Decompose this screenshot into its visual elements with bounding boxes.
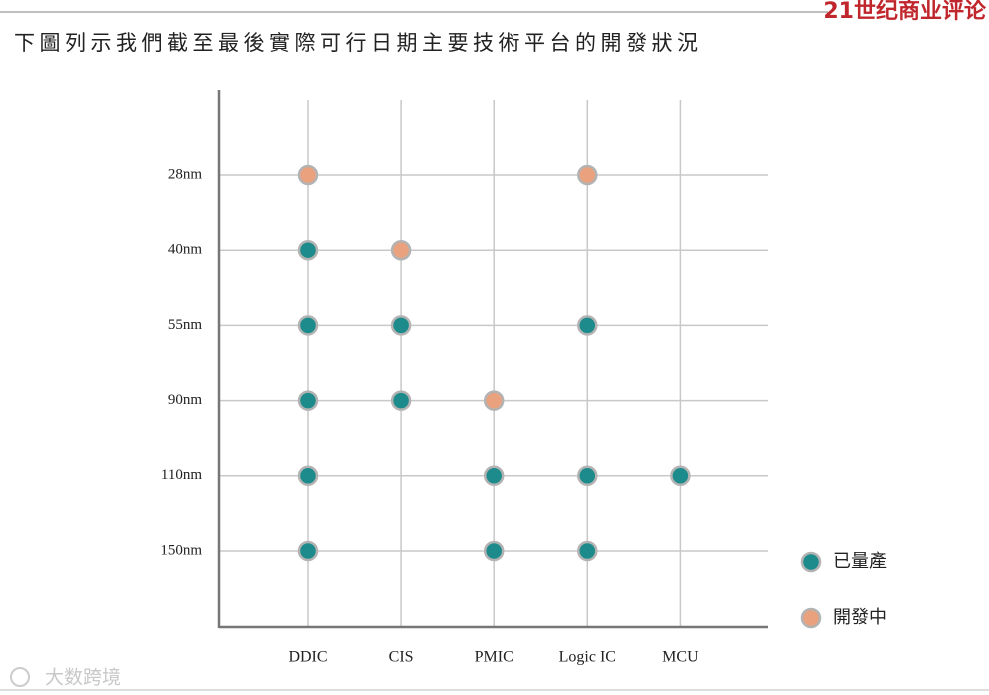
x-tick-label: PMIC: [475, 649, 514, 666]
dot: [483, 540, 505, 562]
legend-label: 開發中: [833, 607, 887, 628]
dot: [297, 390, 319, 411]
y-tick-label: 55nm: [168, 317, 203, 333]
x-tick-label: DDIC: [288, 649, 327, 666]
dot: [297, 540, 319, 562]
dot: [483, 465, 505, 487]
dot: [297, 465, 319, 487]
x-tick-label: Logic IC: [559, 649, 616, 666]
dot: [297, 239, 319, 261]
legend-marker: [800, 607, 822, 629]
dot: [390, 315, 412, 336]
brand-logo: 21世纪商业评论: [823, 0, 987, 24]
legend-label: 已量產: [833, 551, 887, 572]
y-tick-label: 110nm: [161, 467, 202, 483]
dot: [577, 540, 598, 562]
y-tick-label: 90nm: [168, 392, 203, 408]
watermark-icon: [10, 667, 30, 687]
y-tick-label: 28nm: [168, 166, 203, 182]
legend-marker: [800, 551, 822, 573]
y-tick-label: 40nm: [168, 242, 203, 258]
y-tick-label: 150nm: [160, 542, 202, 558]
x-tick-label: CIS: [389, 649, 414, 666]
dot: [577, 465, 598, 487]
dot: [390, 239, 412, 261]
dot: [483, 390, 505, 411]
dot: [297, 164, 319, 186]
x-tick-label: MCU: [662, 649, 699, 666]
dot: [390, 390, 412, 411]
chart-title: 下圖列示我們截至最後實際可行日期主要技術平台的開發狀況: [14, 31, 703, 55]
watermark: 大数跨境: [45, 667, 121, 689]
dot: [297, 315, 319, 336]
dot: [577, 315, 598, 336]
dot: [670, 465, 691, 487]
dot: [577, 164, 598, 186]
